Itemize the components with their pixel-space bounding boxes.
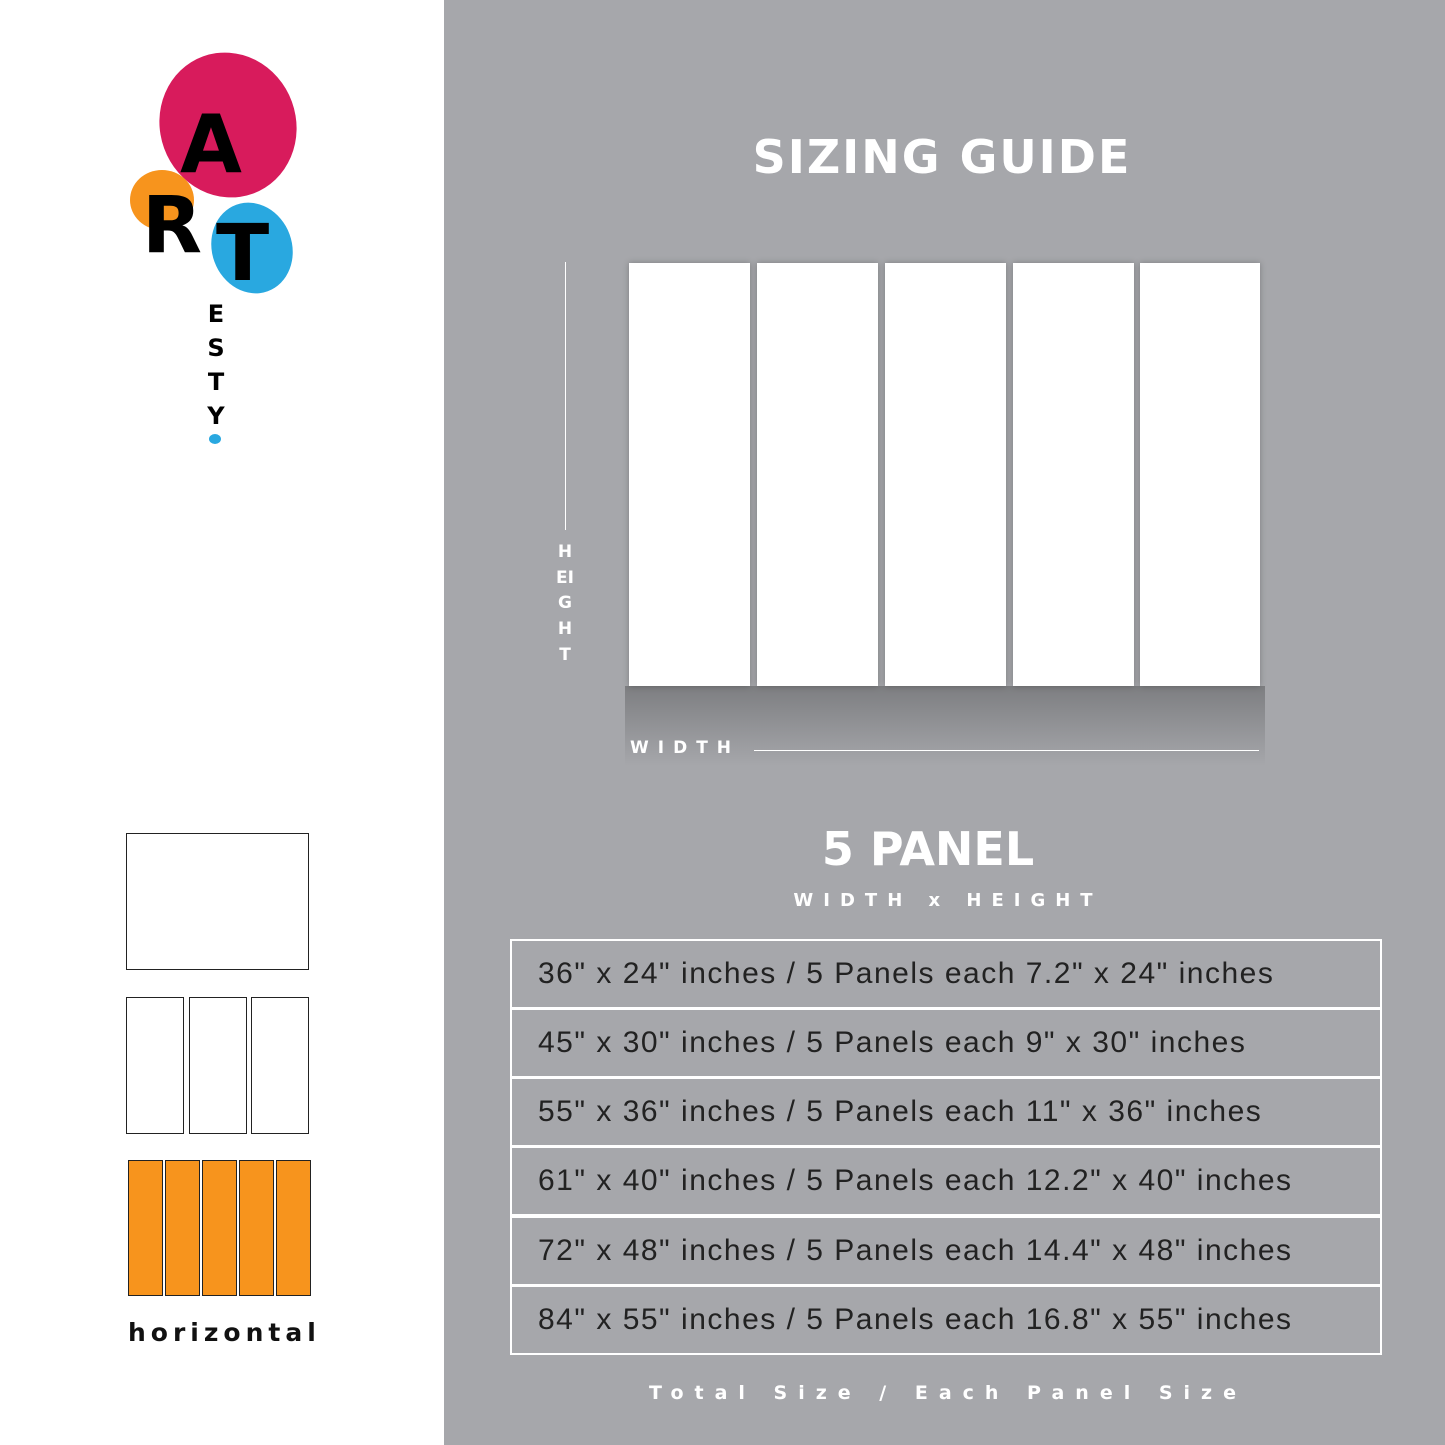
five-panel-layout-icon xyxy=(276,1160,311,1296)
size-row: 55" x 36" inches / 5 Panels each 11" x 3… xyxy=(510,1077,1382,1147)
svg-text:T: T xyxy=(208,368,225,396)
svg-text:Y: Y xyxy=(206,402,225,430)
canvas-panel xyxy=(885,263,1006,686)
svg-text:T: T xyxy=(216,209,269,299)
canvas-panel xyxy=(1013,263,1134,686)
panel-title: 5 PANEL xyxy=(821,822,1035,876)
reflection xyxy=(625,686,1265,766)
size-row: 84" x 55" inches / 5 Panels each 16.8" x… xyxy=(510,1285,1382,1355)
single-layout-icon xyxy=(126,833,309,970)
triptych-layout-icon xyxy=(189,997,247,1134)
triptych-layout-icon xyxy=(126,997,184,1134)
footer-note: Total Size / Each Panel Size xyxy=(649,1382,1247,1404)
svg-text:E: E xyxy=(208,300,224,328)
height-line xyxy=(565,262,566,530)
five-panel-layout-icon xyxy=(202,1160,237,1296)
svg-text:R: R xyxy=(142,181,202,271)
height-label: HEIGHT xyxy=(556,542,574,665)
canvas-panel xyxy=(629,263,750,686)
five-panel-layout-icon xyxy=(239,1160,274,1296)
layout-label: horizontal xyxy=(128,1318,321,1347)
size-row: 36" x 24" inches / 5 Panels each 7.2" x … xyxy=(510,939,1382,1009)
size-row: 61" x 40" inches / 5 Panels each 12.2" x… xyxy=(510,1146,1382,1216)
five-panel-layout-icon xyxy=(165,1160,200,1296)
page-title: SIZING GUIDE xyxy=(752,130,1132,184)
width-line xyxy=(754,750,1259,751)
canvas-panel xyxy=(1140,263,1260,686)
panel-subtitle: WIDTH x HEIGHT xyxy=(793,890,1103,911)
canvas-panel xyxy=(757,263,878,686)
width-label: WIDTH xyxy=(630,738,741,758)
size-row: 72" x 48" inches / 5 Panels each 14.4" x… xyxy=(510,1216,1382,1286)
svg-text:S: S xyxy=(207,334,224,362)
size-row: 45" x 30" inches / 5 Panels each 9" x 30… xyxy=(510,1008,1382,1078)
svg-text:A: A xyxy=(180,98,242,191)
triptych-layout-icon xyxy=(251,997,309,1134)
five-panel-layout-icon xyxy=(128,1160,163,1296)
